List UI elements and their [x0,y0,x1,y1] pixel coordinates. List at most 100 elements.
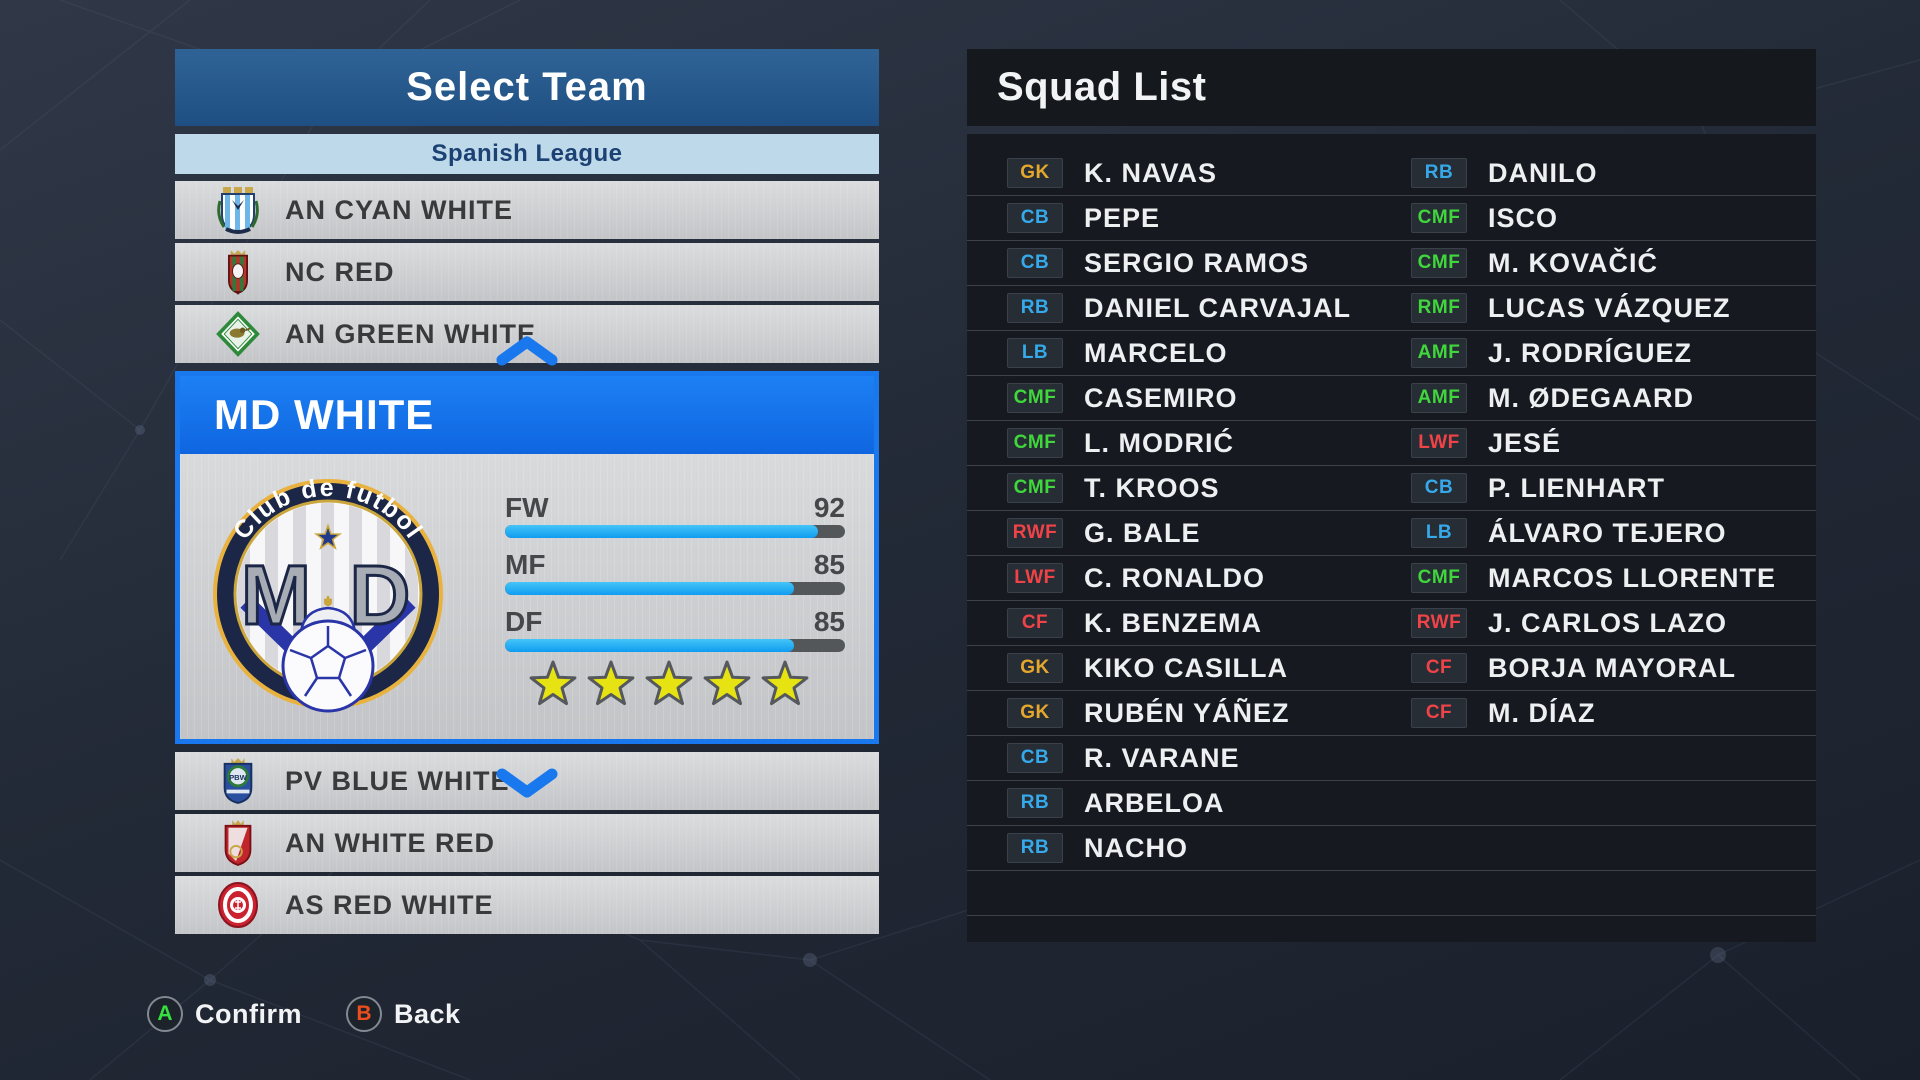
position-badge: CMF [1411,203,1467,233]
selected-team-header: MD WHITE [180,376,874,454]
squad-cell: CF BORJA MAYORAL [1371,646,1816,690]
stat-label: MF [505,549,546,580]
player-name: MARCOS LLORENTE [1488,562,1776,593]
star-icon [586,659,636,707]
stat-bar-fill [505,639,794,652]
stat-bar [505,639,845,652]
squad-cell [967,871,1371,915]
position-badge: CMF [1411,563,1467,593]
team-stat: DF 85 [505,608,845,652]
team-crest-icon [215,309,261,359]
squad-cell: CF M. DÍAZ [1371,691,1816,735]
squad-row: RB DANIEL CARVAJAL RMF LUCAS VÁZQUEZ [967,286,1816,331]
select-team-header: Select Team [175,49,879,126]
squad-row: RB ARBELOA [967,781,1816,826]
team-crest-icon [215,880,261,930]
team-row[interactable]: AN CYAN WHITE [175,181,879,239]
position-badge: CF [1411,698,1467,728]
squad-row: CMF CASEMIRO AMF M. ØDEGAARD [967,376,1816,421]
scroll-up-icon[interactable] [493,336,561,366]
squad-cell: RWF G. BALE [967,511,1371,555]
team-crest-icon [215,185,261,235]
squad-cell [1371,826,1816,870]
team-row[interactable]: AS RED WHITE [175,876,879,934]
league-label: Spanish League [431,140,623,167]
squad-cell: LWF C. RONALDO [967,556,1371,600]
stat-bar [505,582,845,595]
squad-cell: RB NACHO [967,826,1371,870]
team-stat: MF 85 [505,551,845,595]
squad-cell: CB P. LIENHART [1371,466,1816,510]
position-badge: LWF [1007,563,1063,593]
squad-list-body: GK K. NAVAS RB DANILO CB PEPE CMF ISCO CB SERGIO … [967,134,1816,942]
squad-row: GK K. NAVAS RB DANILO [967,151,1816,196]
selected-team-body: M D Club d [180,454,874,739]
player-name: T. KROOS [1084,472,1220,503]
team-stat: FW 92 [505,494,845,538]
stat-bar [505,525,845,538]
player-name: R. VARANE [1084,742,1240,773]
position-badge: CF [1007,608,1063,638]
controller-hint-confirm[interactable]: A Confirm [147,996,302,1032]
star-icon [702,659,752,707]
controller-hint-back[interactable]: B Back [346,996,461,1032]
position-badge: CMF [1007,428,1063,458]
svg-text:M: M [241,548,311,642]
team-name: AN GREEN WHITE [285,318,537,349]
position-badge: CB [1007,743,1063,773]
squad-list-header: Squad List [967,49,1816,126]
squad-cell: RB DANILO [1371,151,1816,195]
squad-cell [1371,781,1816,825]
team-row[interactable]: PBW PV BLUE WHITE [175,752,879,810]
squad-cell: RMF LUCAS VÁZQUEZ [1371,286,1816,330]
team-list-below: PBW PV BLUE WHITE AN WHITE RED AS RED WHITE [175,752,879,934]
stat-bar-fill [505,525,818,538]
player-name: SERGIO RAMOS [1084,247,1310,278]
team-star-rating [528,659,810,707]
player-name: C. RONALDO [1084,562,1265,593]
scroll-down-icon[interactable] [493,768,561,798]
squad-cell: LWF JESÉ [1371,421,1816,465]
squad-cell: GK KIKO CASILLA [967,646,1371,690]
team-row[interactable]: AN GREEN WHITE [175,305,879,363]
squad-cell: CMF MARCOS LLORENTE [1371,556,1816,600]
selected-team-card[interactable]: MD WHITE M [175,371,879,744]
squad-list-title: Squad List [997,65,1207,109]
position-badge: RB [1007,788,1063,818]
squad-cell: CMF T. KROOS [967,466,1371,510]
squad-cell: CB PEPE [967,196,1371,240]
player-name: ARBELOA [1084,787,1225,818]
position-badge: CF [1411,653,1467,683]
squad-row: LB MARCELO AMF J. RODRÍGUEZ [967,331,1816,376]
player-name: JESÉ [1488,427,1562,458]
team-crest-icon [215,818,261,868]
player-name: DANILO [1488,157,1598,188]
position-badge: CMF [1007,473,1063,503]
squad-cell [1371,916,1816,942]
player-name: M. ØDEGAARD [1488,382,1694,413]
position-badge: LWF [1411,428,1467,458]
position-badge: GK [1007,653,1063,683]
team-row[interactable]: AN WHITE RED [175,814,879,872]
controller-hint-label: Back [394,998,461,1029]
squad-row: CB SERGIO RAMOS CMF M. KOVAČIĆ [967,241,1816,286]
league-band: Spanish League [175,134,879,174]
team-name: AS RED WHITE [285,889,494,920]
controller-hints: A Confirm B Back [147,996,461,1032]
squad-cell: CB R. VARANE [967,736,1371,780]
player-name: K. BENZEMA [1084,607,1262,638]
squad-row: CB R. VARANE [967,736,1816,781]
select-team-panel: Select Team Spanish League AN CYAN WHITE… [175,49,879,938]
squad-cell: CMF M. KOVAČIĆ [1371,241,1816,285]
squad-cell: RWF J. CARLOS LAZO [1371,601,1816,645]
team-row[interactable]: NC RED [175,243,879,301]
svg-text:PBW: PBW [229,773,248,782]
gamepad-a-button-icon: A [147,996,183,1032]
team-name: PV BLUE WHITE [285,765,510,796]
squad-row [967,871,1816,916]
squad-cell [1371,871,1816,915]
player-name: NACHO [1084,832,1188,863]
stat-value: 85 [813,549,845,580]
player-name: G. BALE [1084,517,1201,548]
position-badge: LB [1007,338,1063,368]
